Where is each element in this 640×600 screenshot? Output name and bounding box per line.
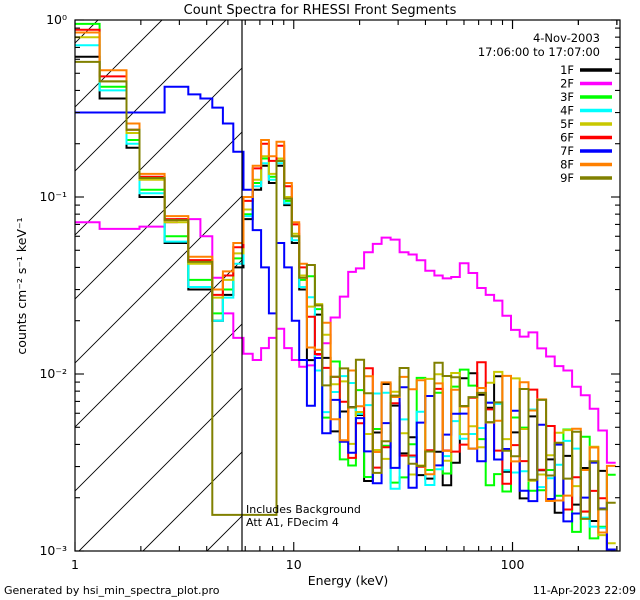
y-axis-label: counts cm⁻² s⁻¹ keV⁻¹ <box>14 217 29 354</box>
plot-frame <box>74 19 621 552</box>
footer-timestamp: 11-Apr-2023 22:09 <box>533 584 636 597</box>
legend-label-7F[interactable]: 7F <box>560 144 574 158</box>
legend-label-2F[interactable]: 2F <box>560 77 574 91</box>
legend-label-9F[interactable]: 9F <box>560 171 574 185</box>
spectrum-line-9F <box>75 60 616 520</box>
legend-label-4F[interactable]: 4F <box>560 104 574 118</box>
hatched-region <box>75 20 242 551</box>
x-tick-label: 100 <box>501 557 525 572</box>
y-tick-label: 10⁻³ <box>39 543 67 558</box>
legend-label-5F[interactable]: 5F <box>560 117 574 131</box>
y-tick-label: 10⁰ <box>46 12 67 27</box>
x-axis-ticks <box>74 20 618 551</box>
observation-date: 4-Nov-2003 <box>533 31 600 45</box>
observation-time-range: 17:06:00 to 17:07:00 <box>478 45 600 59</box>
legend-label-6F[interactable]: 6F <box>560 131 574 145</box>
legend-label-3F[interactable]: 3F <box>560 90 574 104</box>
x-axis-label: Energy (keV) <box>308 573 389 588</box>
x-tick-label: 1 <box>71 557 79 572</box>
spectrum-line-7F <box>75 85 616 551</box>
legend-label-1F[interactable]: 1F <box>560 63 574 77</box>
y-tick-label: 10⁻¹ <box>39 189 67 204</box>
y-axis-ticks <box>75 19 620 552</box>
spectra-series-group <box>75 22 616 551</box>
x-tick-label: 10 <box>286 557 302 572</box>
legend-label-8F[interactable]: 8F <box>560 158 574 172</box>
annotation-attenuator: Att A1, FDecim 4 <box>246 516 339 529</box>
page-title: Count Spectra for RHESSI Front Segments <box>184 3 457 18</box>
y-axis-tick-labels: 10⁰ 10⁻¹ 10⁻² 10⁻³ <box>39 12 67 558</box>
footer-generator: Generated by hsi_min_spectra_plot.pro <box>4 584 220 597</box>
y-tick-label: 10⁻² <box>39 366 67 381</box>
x-axis-tick-labels: 1 10 100 <box>71 557 524 572</box>
annotation-includes-background: Includes Background <box>246 503 361 516</box>
